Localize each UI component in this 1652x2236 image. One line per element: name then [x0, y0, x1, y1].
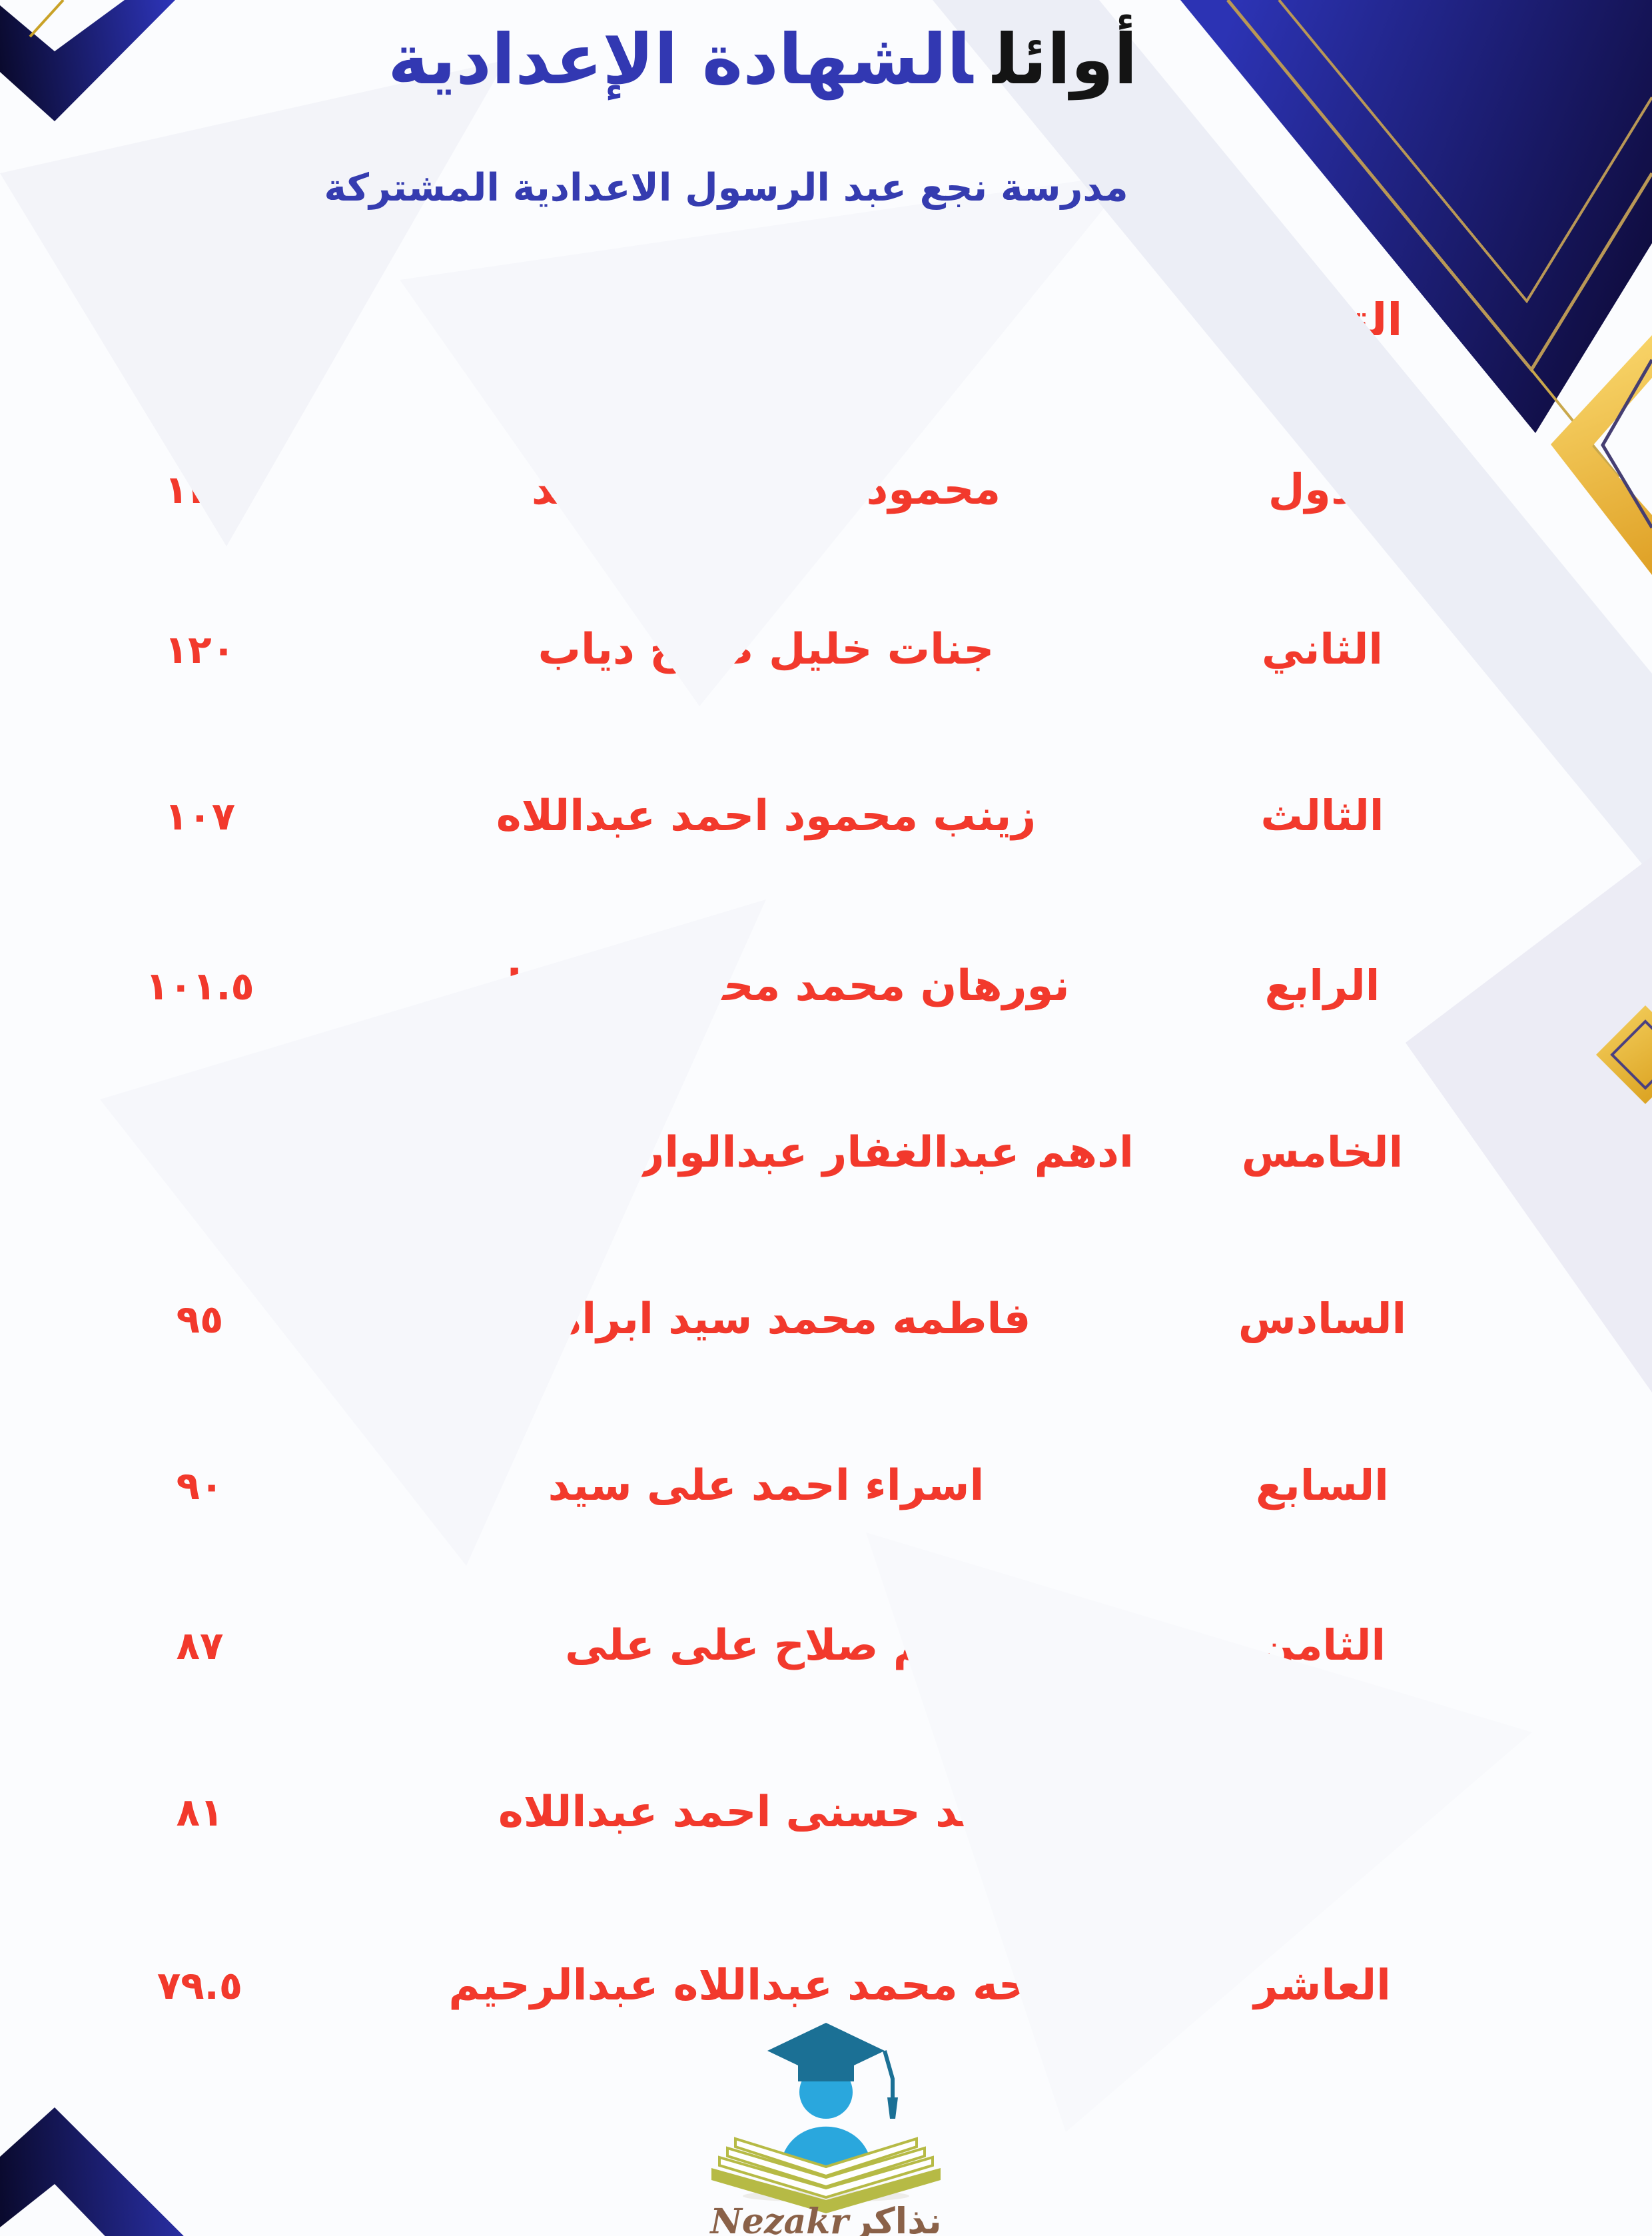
bottom-left-chevron-icon	[0, 2107, 184, 2236]
graduation-cap-icon	[767, 2023, 885, 2079]
name-cell: اسراء احمد على سيد	[548, 1461, 985, 1510]
rank-cell: الثالث	[1260, 792, 1384, 840]
name-cell: فاطمه محمد سيد ابراهيم	[501, 1295, 1031, 1344]
gold-diamond-inner-outline	[1610, 1019, 1652, 1090]
top-right-navy-triangle	[1180, 0, 1652, 433]
gold-line-inner	[1278, 0, 1652, 304]
total-cell: ١٠٧	[164, 794, 236, 839]
faint-triangle-top-left	[0, 60, 506, 546]
lavender-band	[933, 0, 1652, 876]
brand-arabic: نذاكر	[850, 2200, 942, 2236]
name-cell: احمد حسنى احمد عبداللاه	[498, 1788, 1034, 1837]
title-rest: الشهادة الإعدادية	[388, 19, 973, 100]
brand-latin: Nezakr	[709, 2201, 851, 2236]
lavender-diamond	[1406, 856, 1652, 1393]
total-cell: ٩٥	[176, 1297, 224, 1342]
book-cover-icon	[711, 2168, 941, 2213]
rank-cell: الخامس	[1241, 1128, 1404, 1177]
total-cell: ١٠١.٥	[145, 963, 254, 1009]
total-cell: ١٢٠	[164, 627, 236, 672]
gold-chevron-icon	[1551, 335, 1652, 575]
book-page-bottom	[718, 2155, 934, 2199]
chevron-navy-outline	[1601, 358, 1652, 529]
book-page-top	[734, 2137, 918, 2178]
total-cell: ٩٠	[176, 1463, 224, 1508]
title-word-awael: أوائل	[993, 19, 1138, 100]
rank-cell: الرابع	[1264, 961, 1380, 1010]
book-page-middle	[726, 2146, 926, 2189]
top-left-chevron-icon	[0, 0, 175, 121]
total-cell: ٧٩.٥	[157, 1963, 243, 2008]
school-name: مدرسة نجع عبد الرسول الاعدادية المشتركة	[324, 166, 1128, 210]
rank-cell: السادس	[1238, 1295, 1407, 1343]
faint-triangle-bottom	[866, 1532, 1532, 2132]
rank-cell: السابع	[1256, 1461, 1389, 1510]
faint-triangle-top-center	[400, 173, 1132, 706]
name-cell: فرحه محمد عبداللاه عبدالرحيم	[448, 1961, 1084, 2010]
cap-band	[798, 2065, 854, 2081]
faint-triangle-mid-left	[100, 899, 766, 1566]
nezakr-logo: Nezakr نذاكر	[709, 2023, 942, 2236]
rank-cell: الثاني	[1261, 625, 1384, 674]
name-cell: جنات خليل صلاح دياب	[538, 625, 995, 674]
name-cell: زينب محمود احمد عبداللاه	[496, 792, 1036, 841]
total-cell: ٨١	[176, 1790, 224, 1835]
brand-wordmark: Nezakr نذاكر	[709, 2200, 941, 2236]
top-left-gold-line	[29, 0, 65, 38]
total-cell: ٨٧	[176, 1623, 224, 1668]
cap-tassel-cord	[883, 2050, 895, 2097]
page-title: أوائلالشهادة الإعدادية	[0, 4, 1525, 115]
rank-cell: العاشر	[1254, 1961, 1391, 2009]
cap-tassel-icon	[887, 2097, 898, 2119]
